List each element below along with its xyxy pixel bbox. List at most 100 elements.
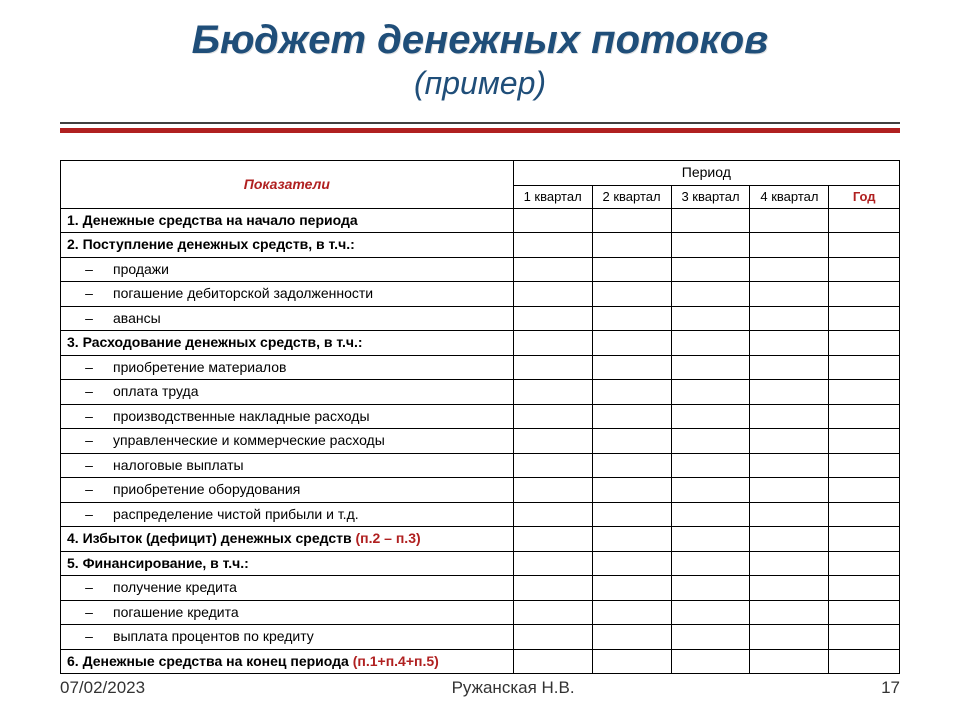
- data-cell: [513, 576, 592, 601]
- row-label: –погашение кредита: [61, 600, 514, 625]
- dash-icon: –: [65, 383, 113, 401]
- data-cell: [592, 502, 671, 527]
- data-cell: [829, 208, 900, 233]
- row-label-text: 5. Финансирование, в т.ч.:: [67, 555, 249, 571]
- row-label: –получение кредита: [61, 576, 514, 601]
- data-cell: [513, 502, 592, 527]
- data-cell: [750, 380, 829, 405]
- row-label: –приобретение оборудования: [61, 478, 514, 503]
- data-cell: [750, 551, 829, 576]
- row-label: –распределение чистой прибыли и т.д.: [61, 502, 514, 527]
- data-cell: [513, 208, 592, 233]
- table-row: 3. Расходование денежных средств, в т.ч.…: [61, 331, 900, 356]
- dash-icon: –: [65, 481, 113, 499]
- row-label: 2. Поступление денежных средств, в т.ч.:: [61, 233, 514, 258]
- data-cell: [750, 404, 829, 429]
- dash-icon: –: [65, 261, 113, 279]
- data-cell: [592, 453, 671, 478]
- data-cell: [592, 233, 671, 258]
- dash-icon: –: [65, 359, 113, 377]
- data-cell: [513, 331, 592, 356]
- table-row: –управленческие и коммерческие расходы: [61, 429, 900, 454]
- data-cell: [671, 380, 750, 405]
- data-cell: [671, 576, 750, 601]
- row-label: –оплата труда: [61, 380, 514, 405]
- row-label: –продажи: [61, 257, 514, 282]
- data-cell: [671, 551, 750, 576]
- data-cell: [592, 551, 671, 576]
- data-cell: [750, 527, 829, 552]
- row-label-text: распределение чистой прибыли и т.д.: [113, 506, 507, 524]
- data-cell: [513, 453, 592, 478]
- data-cell: [750, 600, 829, 625]
- table-row: –налоговые выплаты: [61, 453, 900, 478]
- data-cell: [513, 355, 592, 380]
- data-cell: [513, 233, 592, 258]
- table-row: –приобретение оборудования: [61, 478, 900, 503]
- data-cell: [671, 282, 750, 307]
- data-cell: [592, 625, 671, 650]
- row-label: 4. Избыток (дефицит) денежных средств (п…: [61, 527, 514, 552]
- data-cell: [750, 478, 829, 503]
- data-cell: [513, 429, 592, 454]
- data-cell: [750, 453, 829, 478]
- data-cell: [513, 306, 592, 331]
- data-cell: [592, 355, 671, 380]
- data-cell: [750, 502, 829, 527]
- data-cell: [750, 257, 829, 282]
- data-cell: [829, 404, 900, 429]
- data-cell: [671, 502, 750, 527]
- data-cell: [592, 527, 671, 552]
- table-row: –погашение дебиторской задолженности: [61, 282, 900, 307]
- budget-table-wrap: Показатели Период 1 квартал 2 квартал 3 …: [60, 160, 900, 674]
- row-label-text: производственные накладные расходы: [113, 408, 507, 426]
- sub-period-q4: 4 квартал: [750, 185, 829, 208]
- data-cell: [513, 551, 592, 576]
- table-row: –приобретение материалов: [61, 355, 900, 380]
- data-cell: [592, 576, 671, 601]
- sub-period-year: Год: [829, 185, 900, 208]
- data-cell: [592, 649, 671, 674]
- data-cell: [829, 331, 900, 356]
- data-cell: [671, 331, 750, 356]
- data-cell: [671, 429, 750, 454]
- data-cell: [513, 527, 592, 552]
- data-cell: [829, 380, 900, 405]
- table-row: –продажи: [61, 257, 900, 282]
- data-cell: [671, 527, 750, 552]
- data-cell: [513, 478, 592, 503]
- dash-icon: –: [65, 432, 113, 450]
- table-row: –распределение чистой прибыли и т.д.: [61, 502, 900, 527]
- data-cell: [750, 355, 829, 380]
- row-label: –приобретение материалов: [61, 355, 514, 380]
- data-cell: [829, 355, 900, 380]
- row-label-text: 1. Денежные средства на начало периода: [67, 212, 358, 228]
- table-row: –производственные накладные расходы: [61, 404, 900, 429]
- dash-icon: –: [65, 310, 113, 328]
- row-label: 6. Денежные средства на конец периода (п…: [61, 649, 514, 674]
- data-cell: [829, 576, 900, 601]
- row-label-text: авансы: [113, 310, 507, 328]
- data-cell: [592, 282, 671, 307]
- dash-icon: –: [65, 285, 113, 303]
- data-cell: [671, 625, 750, 650]
- table-row: –авансы: [61, 306, 900, 331]
- row-label: –авансы: [61, 306, 514, 331]
- row-label-text: налоговые выплаты: [113, 457, 507, 475]
- data-cell: [829, 233, 900, 258]
- slide-subtitle: (пример): [0, 65, 960, 102]
- data-cell: [671, 649, 750, 674]
- data-cell: [829, 257, 900, 282]
- row-label-text: оплата труда: [113, 383, 507, 401]
- data-cell: [829, 282, 900, 307]
- data-cell: [750, 576, 829, 601]
- data-cell: [513, 600, 592, 625]
- row-label: 1. Денежные средства на начало периода: [61, 208, 514, 233]
- data-cell: [671, 600, 750, 625]
- data-cell: [671, 478, 750, 503]
- row-label-text: выплата процентов по кредиту: [113, 628, 507, 646]
- data-cell: [829, 306, 900, 331]
- row-label-text: 6. Денежные средства на конец периода: [67, 653, 353, 669]
- data-cell: [671, 453, 750, 478]
- data-cell: [829, 600, 900, 625]
